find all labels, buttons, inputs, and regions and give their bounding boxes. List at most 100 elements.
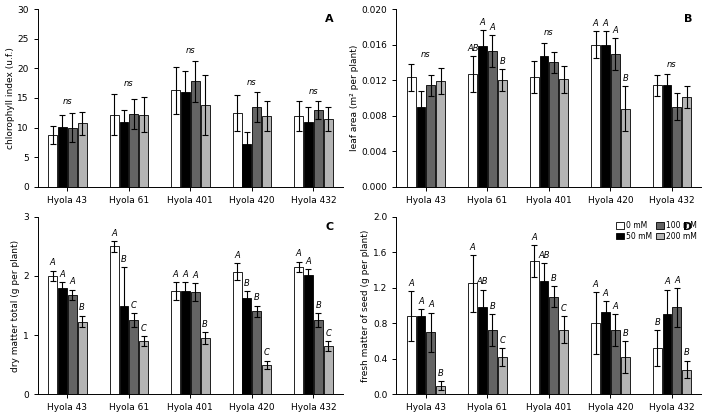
Text: B: B xyxy=(121,255,127,264)
Text: ns: ns xyxy=(247,78,257,87)
Text: B: B xyxy=(499,57,505,66)
Bar xyxy=(191,292,199,395)
Text: C: C xyxy=(131,301,136,310)
Bar xyxy=(682,97,691,187)
Text: D: D xyxy=(683,222,692,232)
Text: C: C xyxy=(499,336,506,345)
Legend: 0 mM, 50 mM, 100 mM, 200 mM: 0 mM, 50 mM, 100 mM, 200 mM xyxy=(615,220,698,242)
Y-axis label: leaf area (m² per plant): leaf area (m² per plant) xyxy=(350,45,358,151)
Text: A: A xyxy=(234,251,240,260)
Bar xyxy=(530,261,539,395)
Bar xyxy=(621,109,630,187)
Text: A: A xyxy=(612,26,618,35)
Text: A: A xyxy=(592,19,599,28)
Text: B: B xyxy=(438,369,443,378)
Text: A: A xyxy=(192,271,198,280)
Text: A: A xyxy=(325,14,334,24)
Bar xyxy=(191,82,199,187)
Bar xyxy=(324,119,332,187)
Text: AB: AB xyxy=(538,251,550,260)
Bar xyxy=(488,330,497,395)
Text: A: A xyxy=(418,297,424,306)
Text: B: B xyxy=(684,14,692,24)
Bar xyxy=(139,341,148,395)
Text: AB: AB xyxy=(467,44,479,53)
Bar xyxy=(171,291,180,395)
Bar xyxy=(539,280,549,395)
Bar xyxy=(110,246,119,395)
Text: A: A xyxy=(409,279,414,288)
Text: C: C xyxy=(325,222,334,232)
Text: ns: ns xyxy=(667,60,677,69)
Bar xyxy=(243,298,252,395)
Text: B: B xyxy=(79,303,85,312)
Bar xyxy=(549,62,559,187)
Text: A: A xyxy=(173,270,178,279)
Bar xyxy=(559,79,568,187)
Text: A: A xyxy=(602,289,609,298)
Bar xyxy=(468,74,477,187)
Text: A: A xyxy=(69,278,75,286)
Bar xyxy=(324,346,332,395)
Bar xyxy=(262,116,271,187)
Bar xyxy=(233,113,242,187)
Y-axis label: dry matter total (g per plant): dry matter total (g per plant) xyxy=(11,240,21,372)
Text: ns: ns xyxy=(544,28,554,38)
Bar xyxy=(478,307,487,395)
Bar xyxy=(119,122,129,187)
Text: A: A xyxy=(489,23,496,32)
Bar xyxy=(58,127,67,187)
Text: B: B xyxy=(684,349,689,357)
Bar xyxy=(653,348,662,395)
Bar xyxy=(407,77,416,187)
Bar xyxy=(68,295,77,395)
Text: A: A xyxy=(296,250,301,258)
Bar xyxy=(488,51,497,187)
Text: C: C xyxy=(141,324,146,333)
Bar xyxy=(672,307,682,395)
Bar xyxy=(171,90,180,187)
Text: B: B xyxy=(254,293,259,302)
Bar xyxy=(653,86,662,187)
Text: ns: ns xyxy=(124,79,134,89)
Text: C: C xyxy=(325,329,331,338)
Bar xyxy=(129,320,138,395)
Text: ns: ns xyxy=(308,87,318,96)
Bar xyxy=(478,46,487,187)
Text: B: B xyxy=(244,278,250,288)
Y-axis label: chlorophyll index (u.f.): chlorophyll index (u.f.) xyxy=(6,47,15,149)
Text: A: A xyxy=(592,280,599,289)
Bar xyxy=(591,45,600,187)
Text: B: B xyxy=(622,74,628,83)
Bar xyxy=(110,115,119,187)
Bar xyxy=(591,323,600,395)
Bar xyxy=(181,291,190,395)
Bar xyxy=(262,365,271,395)
Bar xyxy=(129,114,138,187)
Bar xyxy=(662,84,672,187)
Bar xyxy=(601,312,610,395)
Text: B: B xyxy=(551,274,556,283)
Text: ns: ns xyxy=(62,97,72,106)
Text: A: A xyxy=(305,257,311,266)
Text: A: A xyxy=(59,270,65,279)
Bar xyxy=(294,116,303,187)
Text: A: A xyxy=(602,19,609,28)
Text: A: A xyxy=(674,275,679,285)
Bar xyxy=(294,267,303,395)
Y-axis label: fresh matter of seed (g per plant): fresh matter of seed (g per plant) xyxy=(361,229,370,382)
Text: C: C xyxy=(561,304,566,313)
Bar xyxy=(243,143,252,187)
Bar xyxy=(233,272,242,395)
Text: A: A xyxy=(664,278,670,286)
Bar xyxy=(436,81,445,187)
Bar xyxy=(549,297,559,395)
Text: B: B xyxy=(202,320,208,329)
Bar xyxy=(539,56,549,187)
Text: A: A xyxy=(428,301,434,309)
Text: A: A xyxy=(470,243,476,252)
Text: B: B xyxy=(622,329,628,338)
Bar xyxy=(68,127,77,187)
Bar xyxy=(621,357,630,395)
Bar xyxy=(201,338,209,395)
